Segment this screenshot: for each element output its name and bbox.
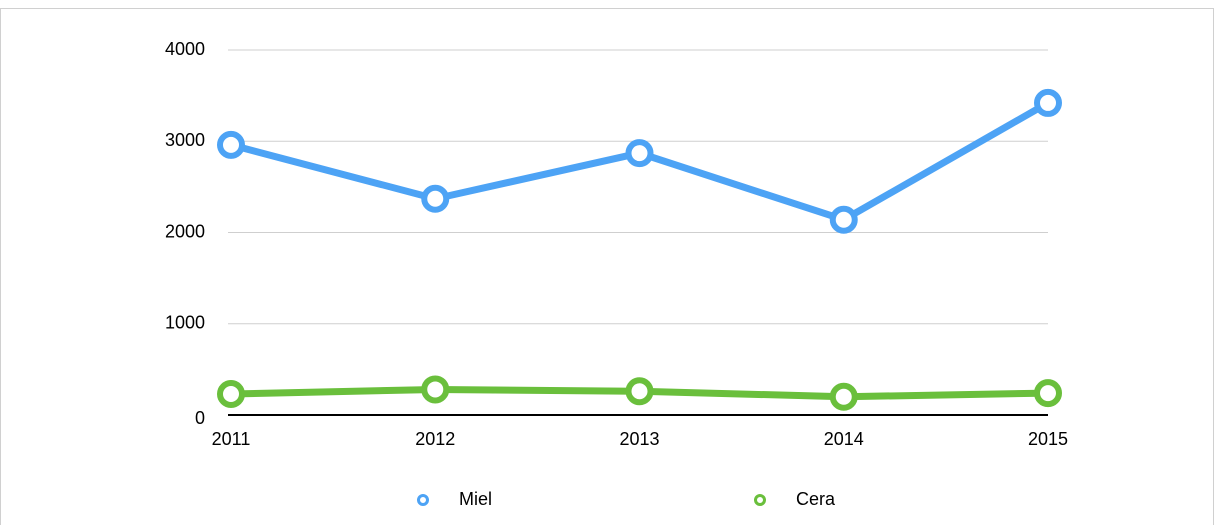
- y-tick-label: 4000: [165, 39, 205, 59]
- legend-label: Miel: [459, 489, 492, 509]
- point-marker: [421, 184, 450, 213]
- legend-marker: [754, 494, 766, 506]
- point-marker: [421, 375, 450, 404]
- x-tick-label: 2015: [1028, 429, 1068, 449]
- point-marker: [217, 380, 245, 409]
- y-tick-label: 2000: [165, 221, 205, 241]
- point-marker: [1034, 379, 1062, 408]
- y-tick-label: 0: [195, 408, 205, 428]
- point-marker: [625, 377, 654, 406]
- legend-marker: [417, 494, 429, 506]
- x-tick-label: 2011: [212, 429, 251, 449]
- point-marker: [1034, 88, 1062, 117]
- legend-label: Cera: [796, 489, 836, 509]
- x-tick-label: 2013: [619, 429, 659, 449]
- point-marker: [625, 139, 654, 168]
- x-tick-label: 2014: [824, 429, 864, 449]
- y-tick-label: 3000: [165, 130, 205, 150]
- point-marker: [829, 382, 858, 411]
- point-marker: [829, 205, 858, 234]
- x-tick-label: 2012: [415, 429, 455, 449]
- point-marker: [217, 130, 245, 159]
- y-tick-label: 1000: [165, 313, 205, 333]
